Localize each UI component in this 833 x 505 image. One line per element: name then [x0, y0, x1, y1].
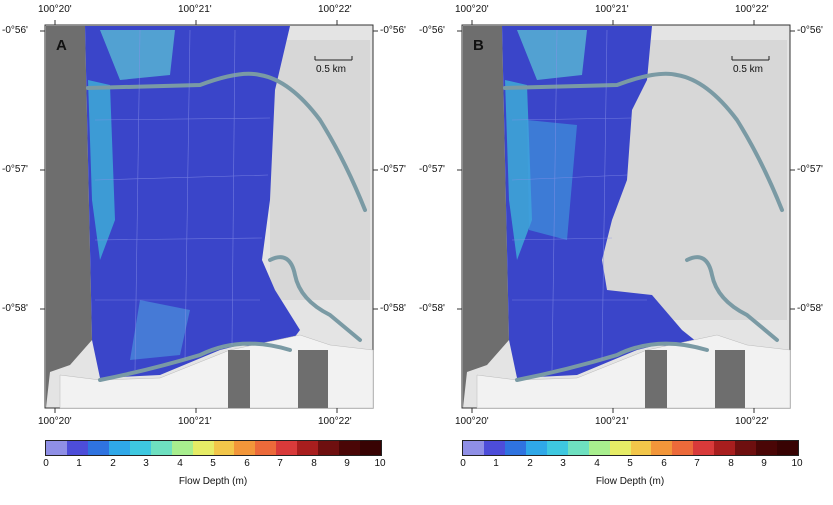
colorbar-tick: 5	[627, 458, 633, 469]
panel-a: A 0.5 km 100°20' 100°21' 100°22' 100°20'…	[0, 0, 416, 505]
colorbar-title: Flow Depth (m)	[596, 476, 664, 487]
lon-label-bottom-2: 100°21'	[595, 416, 629, 427]
colorbar-swatch	[505, 441, 526, 455]
lon-label-top-3: 100°22'	[318, 4, 352, 15]
colorbar-tick: 6	[244, 458, 250, 469]
flood-map-a	[0, 0, 416, 420]
colorbar-tick: 7	[694, 458, 700, 469]
colorbar-swatch	[88, 441, 109, 455]
lon-label-bottom-1: 100°20'	[38, 416, 72, 427]
colorbar-swatch	[339, 441, 360, 455]
colorbar-b	[462, 440, 799, 456]
colorbar-tick: 8	[311, 458, 317, 469]
colorbar-swatch	[255, 441, 276, 455]
colorbar-swatch	[214, 441, 235, 455]
colorbar-swatch	[318, 441, 339, 455]
colorbar-swatch	[109, 441, 130, 455]
colorbar-swatch	[67, 441, 88, 455]
colorbar-swatch	[297, 441, 318, 455]
colorbar-swatch	[484, 441, 505, 455]
colorbar-tick: 1	[76, 458, 82, 469]
colorbar-swatch	[672, 441, 693, 455]
colorbar-tick: 3	[143, 458, 149, 469]
colorbar-tick: 9	[344, 458, 350, 469]
lon-label-bottom-3: 100°22'	[318, 416, 352, 427]
colorbar-tick: 1	[493, 458, 499, 469]
colorbar-swatch	[463, 441, 484, 455]
colorbar-tick: 10	[374, 458, 385, 469]
lon-label-top-3: 100°22'	[735, 4, 769, 15]
colorbar-a	[45, 440, 382, 456]
panel-b: B 0.5 km 100°20' 100°21' 100°22' 100°20'…	[417, 0, 833, 505]
colorbar-swatch	[651, 441, 672, 455]
panel-label: A	[56, 37, 67, 54]
lat-label-right-2: -0°57'	[797, 164, 823, 175]
colorbar-swatch	[360, 441, 381, 455]
colorbar-tick: 2	[527, 458, 533, 469]
colorbar-tick: 9	[761, 458, 767, 469]
colorbar-swatch	[526, 441, 547, 455]
colorbar-swatch	[693, 441, 714, 455]
colorbar-tick: 10	[791, 458, 802, 469]
scale-label: 0.5 km	[733, 64, 763, 75]
colorbar-swatch	[46, 441, 67, 455]
colorbar-swatch	[610, 441, 631, 455]
colorbar-swatch	[631, 441, 652, 455]
lat-label-left-2: -0°57'	[2, 164, 28, 175]
colorbar-tick: 4	[594, 458, 600, 469]
colorbar-tick: 7	[277, 458, 283, 469]
colorbar-tick: 5	[210, 458, 216, 469]
lat-label-right-1: -0°56'	[797, 25, 823, 36]
bay2-b	[715, 350, 745, 408]
colorbar-title: Flow Depth (m)	[179, 476, 247, 487]
lon-label-top-2: 100°21'	[595, 4, 629, 15]
bay-a	[228, 350, 250, 408]
colorbar-swatch	[735, 441, 756, 455]
colorbar-tick: 8	[728, 458, 734, 469]
lat-label-right-3: -0°58'	[380, 303, 406, 314]
colorbar-swatch	[172, 441, 193, 455]
bay-b	[645, 350, 667, 408]
colorbar-tick: 0	[460, 458, 466, 469]
colorbar-swatch	[756, 441, 777, 455]
colorbar-swatch	[589, 441, 610, 455]
bay2-a	[298, 350, 328, 408]
colorbar-swatch	[547, 441, 568, 455]
lat-label-left-3: -0°58'	[2, 303, 28, 314]
colorbar-tick: 6	[661, 458, 667, 469]
colorbar-swatch	[714, 441, 735, 455]
lat-label-left-3: -0°58'	[419, 303, 445, 314]
lat-label-left-1: -0°56'	[419, 25, 445, 36]
scale-label: 0.5 km	[316, 64, 346, 75]
lon-label-bottom-2: 100°21'	[178, 416, 212, 427]
flood-map-b	[417, 0, 833, 420]
colorbar-swatch	[568, 441, 589, 455]
lon-label-top-2: 100°21'	[178, 4, 212, 15]
colorbar-swatch	[276, 441, 297, 455]
lat-label-right-2: -0°57'	[380, 164, 406, 175]
colorbar-swatch	[234, 441, 255, 455]
panel-label: B	[473, 37, 484, 54]
urban-texture-a	[270, 40, 370, 300]
lon-label-top-1: 100°20'	[455, 4, 489, 15]
lat-label-right-3: -0°58'	[797, 303, 823, 314]
lat-label-left-2: -0°57'	[419, 164, 445, 175]
colorbar-swatch	[193, 441, 214, 455]
colorbar-tick: 3	[560, 458, 566, 469]
colorbar-swatch	[777, 441, 798, 455]
colorbar-swatch	[151, 441, 172, 455]
lon-label-bottom-3: 100°22'	[735, 416, 769, 427]
lat-label-left-1: -0°56'	[2, 25, 28, 36]
colorbar-tick: 0	[43, 458, 49, 469]
lon-label-bottom-1: 100°20'	[455, 416, 489, 427]
lat-label-right-1: -0°56'	[380, 25, 406, 36]
colorbar-tick: 2	[110, 458, 116, 469]
lon-label-top-1: 100°20'	[38, 4, 72, 15]
colorbar-tick: 4	[177, 458, 183, 469]
colorbar-swatch	[130, 441, 151, 455]
